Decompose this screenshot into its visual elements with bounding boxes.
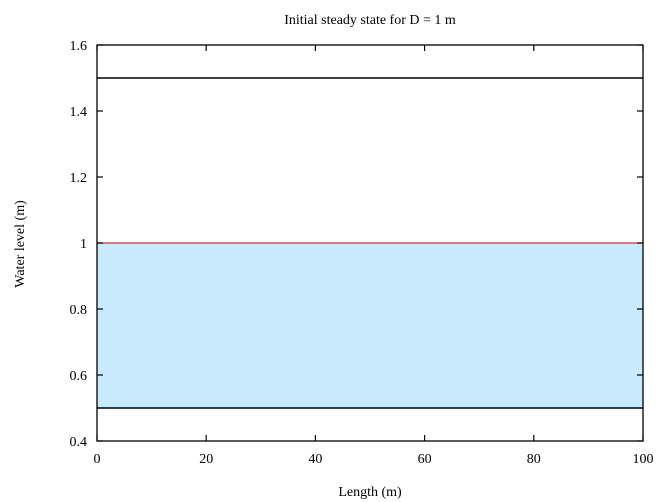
y-tick-label: 0.6 (70, 369, 88, 384)
plot-area: 0 20 40 60 80 100 0.4 0.6 0.8 1 1.2 1.4 1.6 (70, 39, 654, 467)
x-tick-label: 40 (308, 452, 322, 467)
y-tick-label: 1.2 (70, 171, 88, 186)
x-tick-label: 100 (633, 452, 654, 467)
y-tick-label: 1 (80, 237, 87, 252)
x-tick-label: 20 (199, 452, 213, 467)
y-tick-label: 1.6 (70, 39, 88, 54)
water-fill-area (97, 243, 643, 408)
y-tick-label: 0.8 (70, 303, 88, 318)
chart-title: Initial steady state for D = 1 m (284, 13, 456, 28)
x-tick-label: 80 (527, 452, 541, 467)
y-axis-title: Water level (m) (13, 200, 28, 288)
y-tick-label: 0.4 (70, 435, 88, 450)
y-tick-label: 1.4 (70, 105, 88, 120)
x-tick-label: 60 (418, 452, 432, 467)
x-tick-label: 0 (94, 452, 101, 467)
x-axis-title: Length (m) (338, 485, 402, 500)
